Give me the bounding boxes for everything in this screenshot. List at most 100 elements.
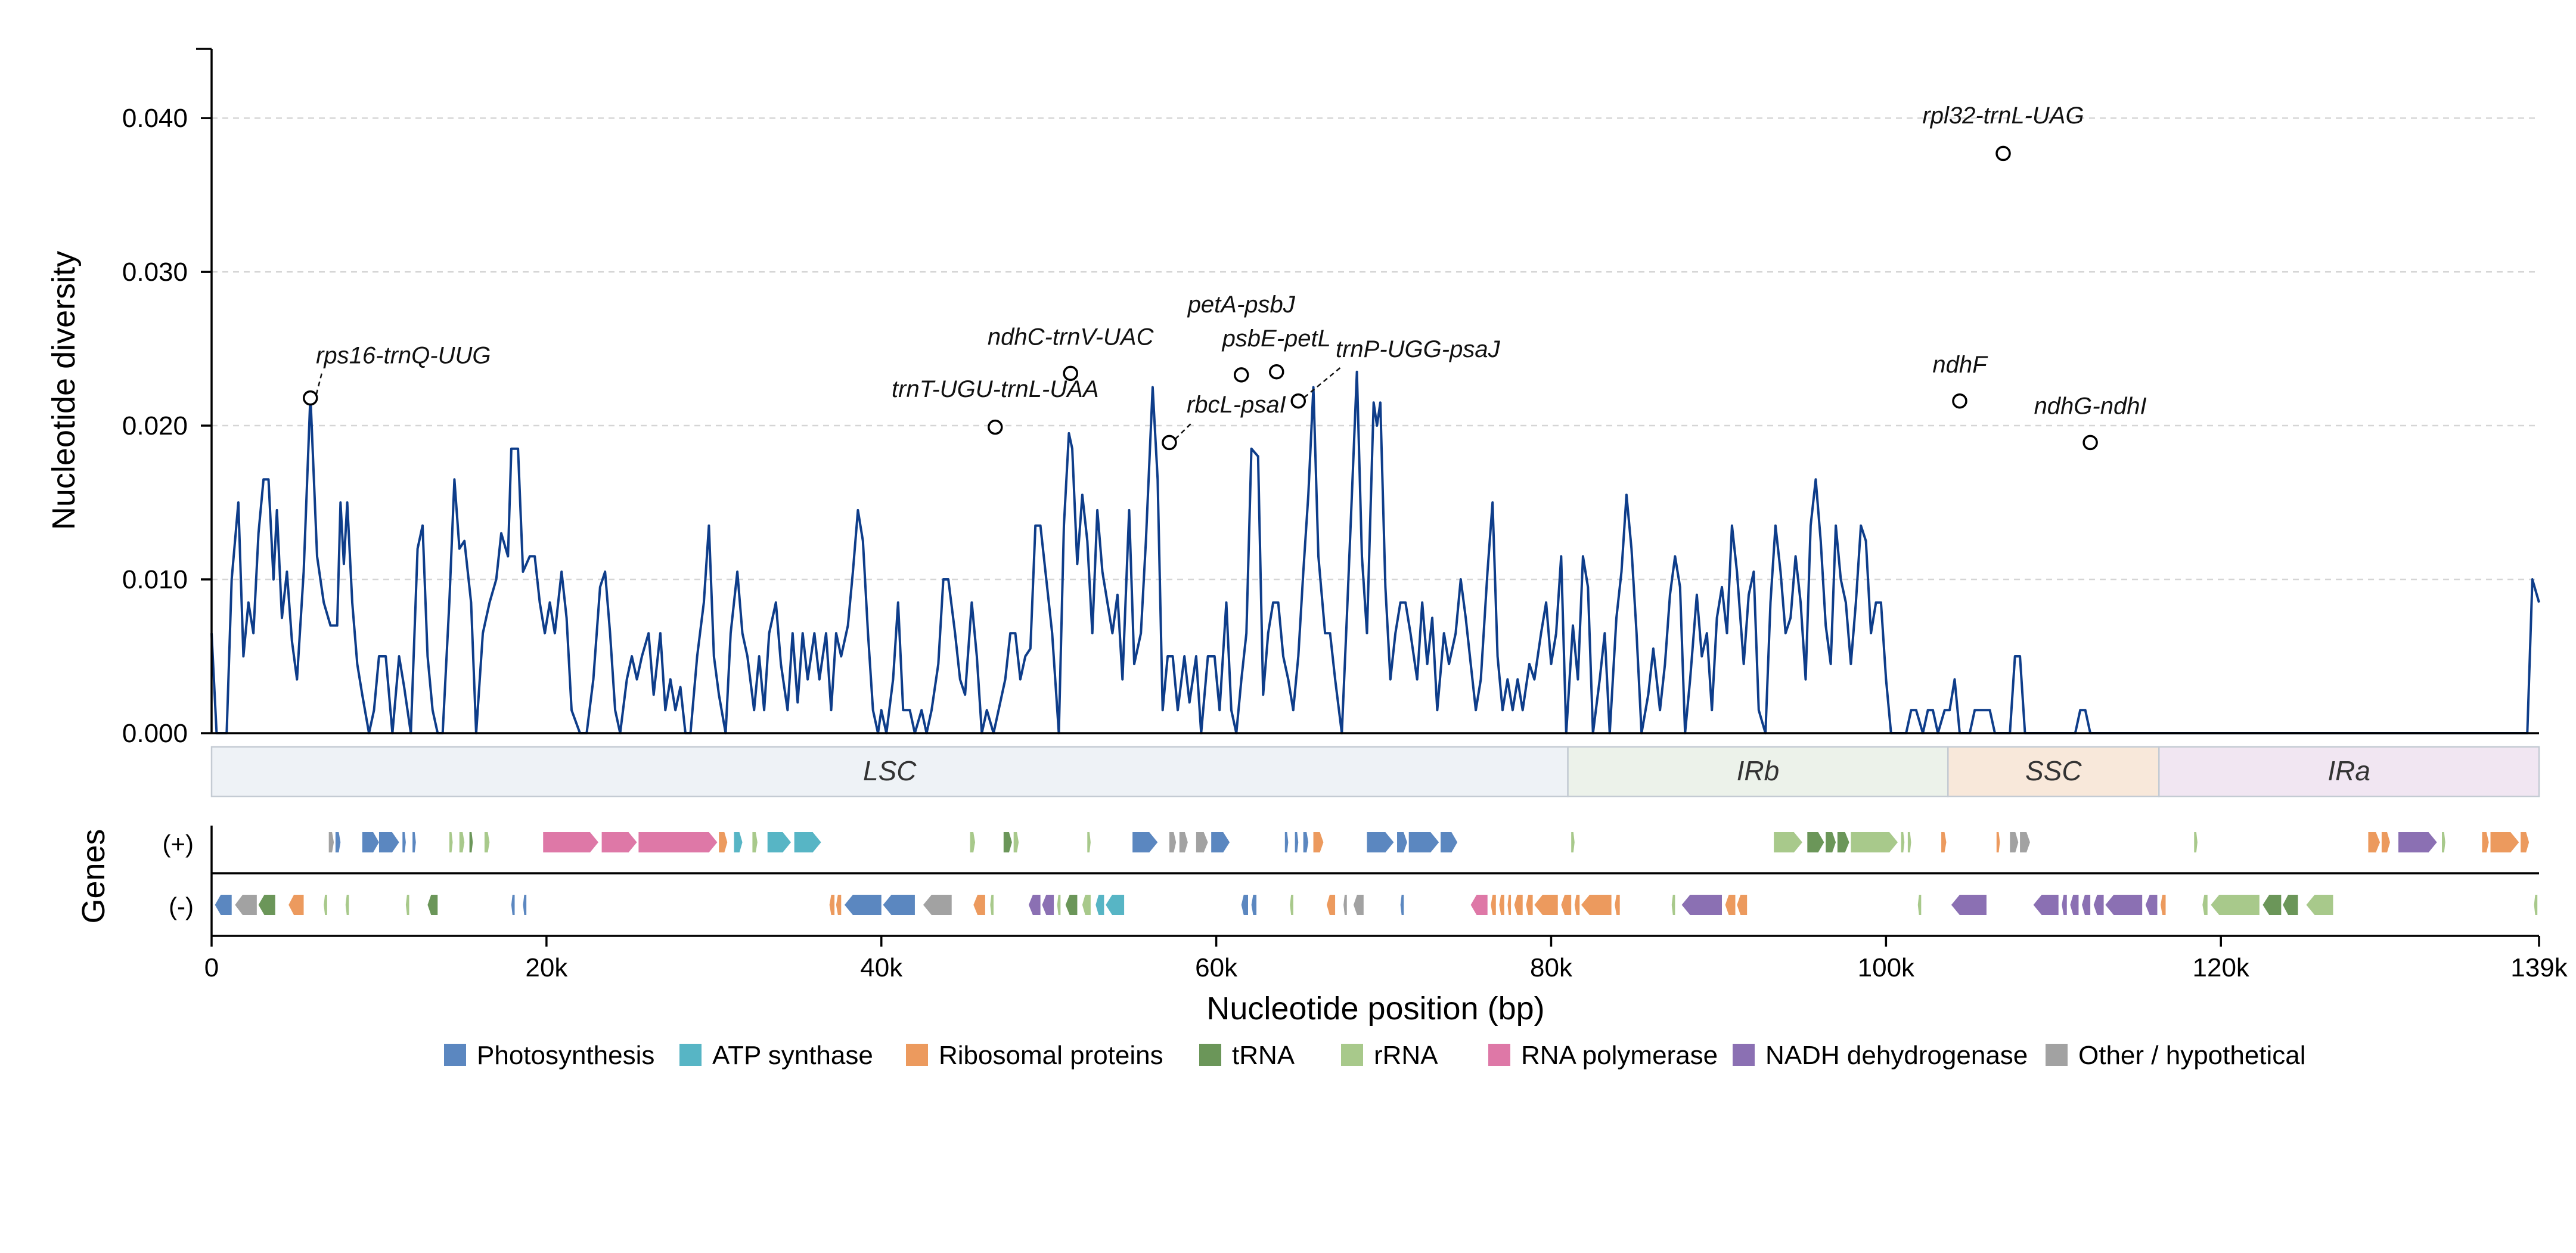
gene-track-title: Genes [76,829,111,923]
gene-minus-strand [1514,895,1523,915]
gene-minus-strand [1327,895,1336,915]
grid-lines [212,117,2539,581]
y-tick-label: 0.000 [122,719,188,748]
gene-minus-strand [2211,895,2260,915]
peak-marker [1234,367,1249,383]
region-ira [2158,746,2540,798]
gene-plus-strand [734,832,743,852]
peak-leader-line [1175,421,1193,440]
x-tick-label: 100k [1858,953,1915,982]
gene-plus-strand [2010,832,2019,852]
gene-plus-strand [1408,832,1439,852]
peak-marker [1995,145,2011,162]
legend-label: NADH dehydrogenase [1765,1041,2028,1070]
gene-minus-strand [523,895,527,915]
gene-minus-strand [1106,895,1125,915]
peak-leader-line [315,373,323,395]
legend-swatch [679,1044,702,1066]
gene-plus-strand [362,832,379,852]
gene-minus-strand [973,895,985,915]
legend: Photosynthesis ATP synthase Ribosomal prot… [444,1041,2306,1070]
gene-plus-strand [1996,832,2000,852]
gene-plus-strand [402,832,406,852]
region-ssc [1947,746,2160,798]
gene-plus-strand [1284,832,1289,852]
gene-plus-strand [328,832,334,852]
peak-label: trnP-UGG-psaJ [1336,336,1501,362]
y-tick-label: 0.020 [122,411,188,441]
legend-swatch [1488,1044,1510,1066]
gene-plus-strand [1901,832,1905,852]
peak-marker [1162,435,1177,451]
gene-plus-strand [2368,832,2381,852]
gene-plus-strand [1087,832,1091,852]
peak-marker [1952,393,1967,409]
y-axis-title: Nucleotide diversity [46,251,82,530]
region-lsc [210,746,1569,798]
gene-minus-strand [1491,895,1496,915]
gene-plus-strand [1313,832,1324,852]
gene-minus-strand [1615,895,1620,915]
gene-plus-strand [719,832,728,852]
gene-plus-strand [1003,832,1012,852]
gene-minus-strand [1725,895,1736,915]
gene-minus-strand [1671,895,1675,915]
peak-leader-line [1303,366,1342,398]
region-label: LSC [863,755,917,786]
x-tick-label: 139k [2510,953,2568,982]
gene-minus-strand [1681,895,1722,915]
peak-marker [988,419,1003,435]
peak-label: ndhG-ndhI [2034,393,2147,420]
gene-plus-strand [2442,832,2445,852]
gene-plus-strand [601,832,637,852]
legend-label: Photosynthesis [477,1041,654,1070]
gene-plus-strand [1851,832,1898,852]
gene-minus-strand [235,895,257,915]
gene-plus-strand [1179,832,1188,852]
legend-label: ATP synthase [712,1041,873,1070]
gene-minus-strand [288,895,304,915]
gene-plus-strand [1837,832,1849,852]
gene-plus-strand [1807,832,1824,852]
peak-marker [1268,364,1284,380]
gene-minus-strand [836,895,842,915]
x-tick-label: 60k [1195,953,1238,982]
gene-plus-strand [543,832,598,852]
legend-swatch [2046,1044,2068,1066]
gene-plus-strand [1013,832,1019,852]
gene-minus-strand [1400,895,1404,915]
gene-minus-strand [1028,895,1041,915]
gene-minus-strand [2145,895,2158,915]
legend-label: Other / hypothetical [2078,1041,2306,1070]
peak-annotations: rps16-trnQ-UUG trnT-UGU-trnL-UAA ndhC-trnV… [303,103,2147,451]
axes: 0.000 0.010 0.020 0.030 0.040 0 20k 40k 60k 80k 10… [122,48,2568,982]
y-tick-label: 0.010 [122,565,188,594]
gene-plus-strand [752,832,758,852]
x-tick-label: 40k [860,953,903,982]
peak-marker [303,390,318,406]
peak-label: ndhF [1932,352,1988,378]
gene-plus-strand [2482,832,2489,852]
plus-strand-label: (+) [163,830,194,858]
gene-minus-strand [2033,895,2059,915]
gene-plus-strand [1907,832,1911,852]
gene-minus-strand [2070,895,2079,915]
gene-plus-strand [1774,832,1802,852]
legend-swatch [1341,1044,1363,1066]
peak-marker [1290,393,1306,409]
x-axis-title: Nucleotide position (bp) [1206,991,1544,1026]
legend-swatch [1199,1044,1221,1066]
gene-plus-strand [2521,832,2530,852]
gene-minus-strand [2306,895,2333,915]
gene-minus-strand [1507,895,1512,915]
gene-minus-strand [1343,895,1347,915]
gene-minus-strand [1917,895,1922,915]
gene-minus-strand [923,895,952,915]
gene-plus-strand [767,832,792,852]
gene-minus-strand [829,895,835,915]
gene-minus-strand [1574,895,1580,915]
gene-minus-strand [1526,895,1533,915]
gene-minus-strand [1951,895,1987,915]
x-tick-label: 0 [204,953,219,982]
